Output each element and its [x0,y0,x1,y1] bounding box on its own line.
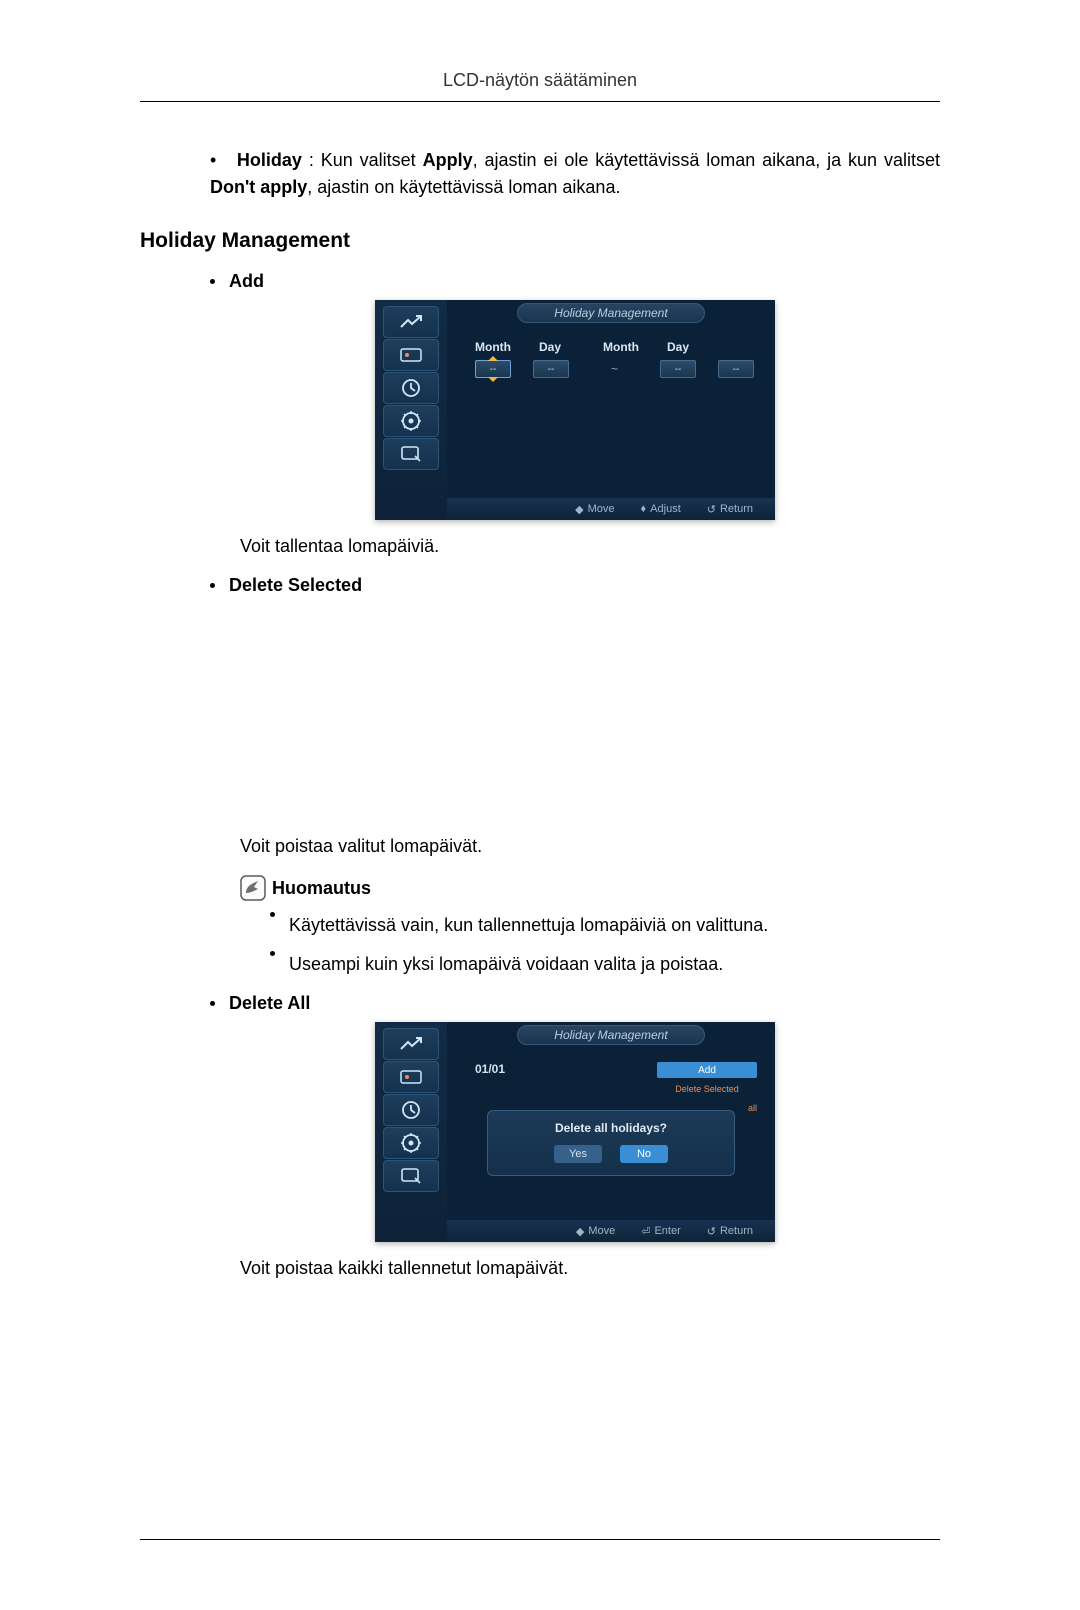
val-month-2[interactable]: -- [660,360,696,378]
osd-tab-4[interactable] [383,1127,439,1159]
footer-return: ↺ Return [707,503,753,516]
note-item-1: Käytettävissä vain, kun tallennettuja lo… [289,915,768,936]
confirm-dialog: Delete all holidays? Yes No [487,1110,735,1176]
note-item-2: Useampi kuin yksi lomapäivä voidaan vali… [289,954,723,975]
osd-sidebar [375,300,447,520]
footer-enter: ⏎ Enter [641,1225,681,1238]
dialog-no[interactable]: No [620,1145,668,1163]
note-label: Huomautus [272,878,371,899]
osd-tab-5[interactable] [383,438,439,470]
osd-tab-3[interactable] [383,372,439,404]
bullet-icon [270,912,275,917]
intro-apply: Apply [423,150,473,170]
section-heading: Holiday Management [140,229,940,253]
delsel-label: Delete Selected [229,575,362,596]
osd-title: Holiday Management [517,1025,704,1045]
intro-paragraph: • Holiday : Kun valitset Apply, ajastin … [210,147,940,201]
add-desc: Voit tallentaa lomapäiviä. [240,536,940,557]
intro-holiday: Holiday [237,150,302,170]
osd-sidebar [375,1022,447,1242]
footer-adjust: ♦ Adjust [641,503,681,515]
hdr-month-2: Month [603,340,639,354]
note-icon [240,875,266,901]
footer-move: ◆ Move [576,1225,615,1238]
dialog-yes[interactable]: Yes [554,1145,602,1163]
hdr-day-1: Day [539,340,561,354]
dialog-msg: Delete all holidays? [500,1121,722,1135]
bullet-icon [210,279,215,284]
intro-t1: : Kun valitset [302,150,423,170]
osd-tab-5[interactable] [383,1160,439,1192]
osd-tab-2[interactable] [383,1061,439,1093]
osd-add: Holiday Management MonthDay MonthDay -- … [375,300,775,520]
btn-add[interactable]: Add [657,1062,757,1078]
val-day-2[interactable]: -- [718,360,754,378]
add-label: Add [229,271,264,292]
osd-tab-1[interactable] [383,1028,439,1060]
btn-delsel[interactable]: Delete Selected [657,1081,757,1097]
hdr-day-2: Day [667,340,689,354]
osd-tab-3[interactable] [383,1094,439,1126]
holiday-date[interactable]: 01/01 [475,1062,505,1076]
footer-return: ↺ Return [707,1225,753,1238]
osd-tab-1[interactable] [383,306,439,338]
intro-t2: , ajastin ei ole käytettävissä loman aik… [473,150,940,170]
range-tilde: ~ [605,362,624,376]
delall-label: Delete All [229,993,310,1014]
footer-move: ◆ Move [575,503,614,516]
osd-tab-2[interactable] [383,339,439,371]
osd-title: Holiday Management [517,303,704,323]
doc-header: LCD-näytön säätäminen [140,70,940,102]
val-day-1[interactable]: -- [533,360,569,378]
bullet-icon [210,1001,215,1006]
osd-tab-4[interactable] [383,405,439,437]
osd-delall: Holiday Management 01/01 Add Delete Sele… [375,1022,775,1242]
intro-t3: , ajastin on käytettävissä loman aikana. [307,177,620,197]
bullet-icon [270,951,275,956]
delall-desc: Voit poistaa kaikki tallennetut lomapäiv… [240,1258,940,1279]
intro-dont: Don't apply [210,177,307,197]
osd-title-bar: Holiday Management [447,300,775,326]
delsel-desc: Voit poistaa valitut lomapäivät. [240,836,940,857]
val-month-1[interactable]: -- [475,360,511,378]
footer-rule [140,1539,940,1540]
bullet-icon [210,583,215,588]
osd-title-bar: Holiday Management [447,1022,775,1048]
